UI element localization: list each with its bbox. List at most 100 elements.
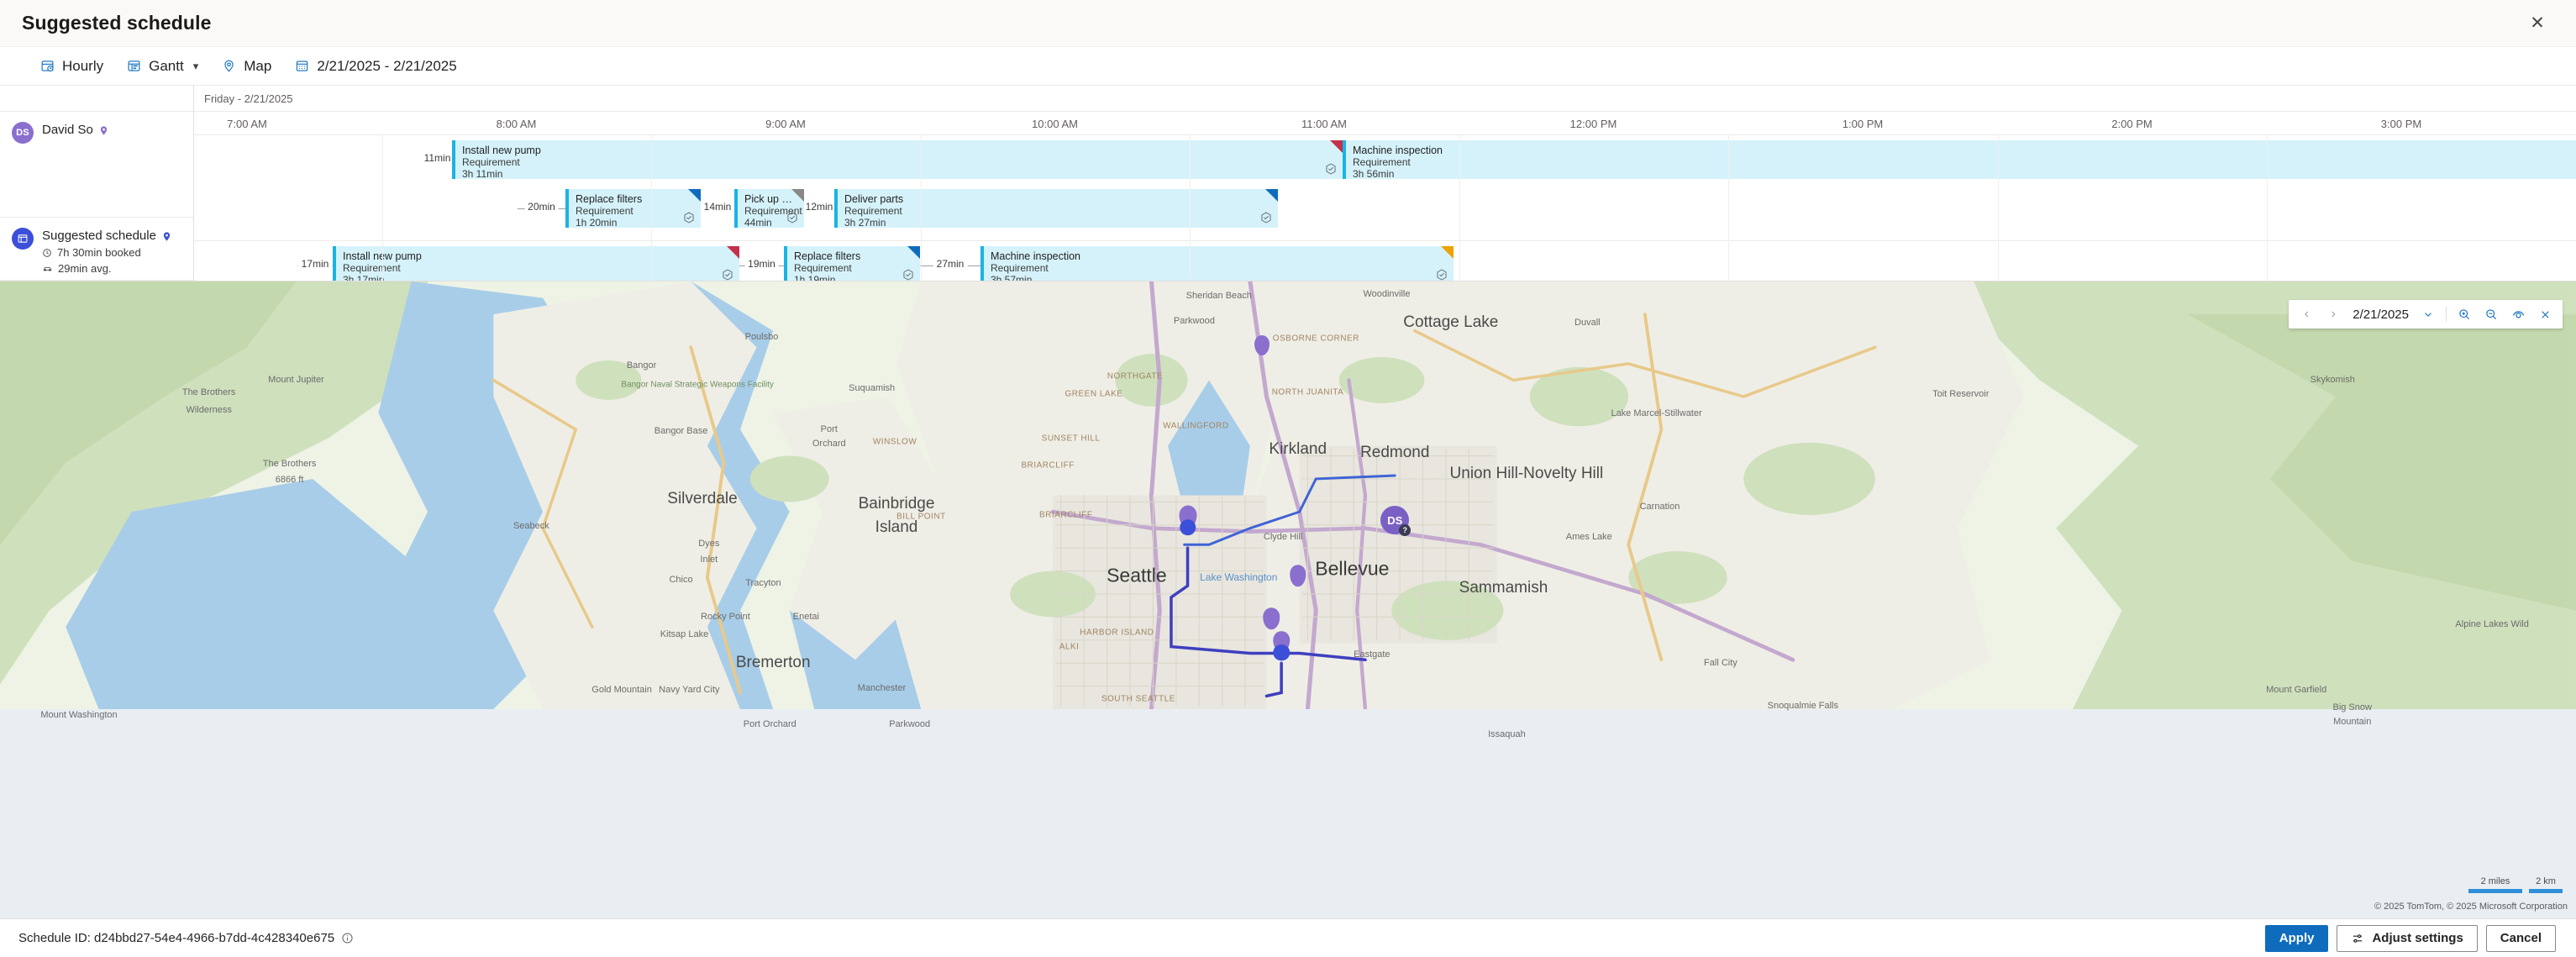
map-date-label[interactable]: 2/21/2025 [2353, 307, 2409, 322]
timeline-grid: 11min26minInstall new pumpRequirement3h … [194, 135, 2576, 281]
command-gantt[interactable]: Gantt ▾ [117, 53, 208, 80]
travel-duration-label: 14min [700, 201, 735, 213]
map-pin-stop[interactable] [1254, 335, 1270, 356]
map-panel[interactable]: Seattle Bellevue Kirkland Redmond Sammamish B… [0, 281, 2576, 918]
timeline-gridline [1997, 135, 1999, 281]
booking-title: Machine inspection [991, 250, 1081, 262]
map-label: Fall City [1704, 658, 1737, 669]
map-label: Rocky Point [701, 612, 750, 623]
map-label: Suquamish [849, 383, 896, 394]
map-label: Bainbridge [858, 495, 935, 513]
map-label: Gold Mountain [591, 685, 652, 696]
timeline-gridline [1459, 135, 1460, 281]
locate-icon[interactable] [2505, 302, 2531, 326]
timeline-day-label: Friday - 2/21/2025 [204, 92, 293, 105]
timeline-hour-label: 12:00 PM [1569, 118, 1617, 130]
resource-travel-text: 29min avg. [58, 262, 112, 275]
resource-row-suggested-schedule[interactable]: Suggested schedule 7h 30min booked [0, 218, 193, 281]
map-label: BRIARCLIFF [1021, 460, 1075, 471]
map-label: Bremerton [735, 654, 811, 672]
map-label: Tracyton [745, 577, 781, 588]
command-date-range[interactable]: 2/21/2025 - 2/21/2025 [285, 53, 466, 80]
info-icon[interactable] [341, 932, 354, 944]
command-hourly-label: Hourly [62, 57, 104, 74]
dialog-titlebar: Suggested schedule ✕ [0, 0, 2576, 47]
timeline-hour-label: 7:00 AM [227, 118, 267, 130]
map-pin-resource[interactable]: DS? [1380, 506, 1412, 537]
chevron-down-icon[interactable] [2416, 302, 2441, 326]
gantt-icon [127, 59, 141, 73]
map-controls: ‹ › 2/21/2025 [2289, 300, 2563, 329]
resource-booked-stat: 7h 30min booked [42, 245, 172, 260]
apply-button[interactable]: Apply [2264, 924, 2329, 952]
map-label: Port Orchard [743, 718, 796, 729]
booking-bar[interactable]: Machine inspection Requirement 3h 56min [1343, 140, 2576, 179]
map-pin-stop[interactable] [1289, 565, 1306, 587]
map-label: Snoqualmie Falls [1767, 701, 1838, 712]
map-label: The Brothers [181, 386, 236, 397]
map-label: Wilderness [186, 404, 232, 415]
travel-duration-label: 17min [297, 258, 333, 270]
resource-row-david-so[interactable]: DS David So [0, 112, 193, 218]
map-label: Inlet [700, 555, 718, 565]
zoom-in-icon[interactable] [2452, 302, 2477, 326]
map-prev-button[interactable]: ‹ [2304, 307, 2309, 321]
zoom-out-icon[interactable] [2479, 302, 2504, 326]
map-next-button[interactable]: › [2331, 307, 2336, 321]
timeline-gridline [381, 135, 383, 281]
command-hourly[interactable]: Hourly [30, 53, 113, 80]
cancel-button[interactable]: Cancel [2485, 924, 2556, 952]
command-gantt-label: Gantt [149, 57, 184, 74]
travel-duration-label: 19min [744, 258, 779, 270]
command-map-label: Map [244, 57, 272, 74]
map-label: Sammamish [1459, 579, 1548, 597]
chevron-down-icon[interactable]: ▾ [192, 59, 199, 72]
map-label: Orchard [812, 439, 846, 450]
map-background [0, 281, 2576, 710]
timeline-lane-2: 20min 14min 12min Replace filters Requiremen… [194, 184, 2576, 241]
booking-bar[interactable]: Replace filters Requirement 1h 19min [784, 246, 920, 281]
booking-title: Pick up goods [744, 193, 797, 205]
command-map[interactable]: Map [212, 53, 281, 80]
booking-flag-gold [1441, 246, 1454, 259]
map-pin-stop[interactable] [1179, 519, 1196, 536]
map-label: Toit Reservoir [1932, 388, 1990, 399]
calendar-clock-icon [40, 59, 55, 73]
booking-bar[interactable]: Install new pump Requirement 3h 17min [333, 246, 739, 281]
timeline-gridline [2267, 135, 2268, 281]
booking-bar[interactable]: Deliver parts Requirement 3h 27min [834, 189, 1278, 228]
booking-status-icon [684, 212, 694, 223]
booking-title: Install new pump [462, 145, 541, 156]
map-label: SUNSET HILL [1041, 434, 1101, 444]
booking-bar[interactable]: Pick up goodsRequirement44min [734, 189, 804, 228]
map-label: Carnation [1639, 501, 1680, 512]
close-icon[interactable]: ✕ [2530, 13, 2545, 33]
map-overlay: Seattle Bellevue Kirkland Redmond Sammamish B… [0, 281, 2576, 918]
resource-name-row: David So [42, 123, 109, 138]
scale-km: 2 km [2529, 876, 2563, 893]
map-label: Union Hill-Novelty Hill [1449, 465, 1604, 483]
map-label: Mount Jupiter [268, 374, 324, 385]
booking-bar[interactable]: Install new pump Requirement 3h 11min [452, 140, 1343, 179]
map-label: Clyde Hill [1263, 531, 1303, 542]
booking-flag-red [1330, 140, 1343, 153]
map-label: WALLINGFORD [1163, 421, 1229, 431]
booking-flag-blue [1265, 189, 1278, 202]
map-close-icon[interactable] [2532, 302, 2558, 326]
timeline-hour-label: 1:00 PM [1842, 118, 1884, 130]
avatar: DS [12, 122, 34, 144]
booking-bar[interactable]: Replace filters Requirement 1h 20min [565, 189, 701, 228]
map-pin-stop[interactable] [1273, 644, 1290, 661]
map-label: Redmond [1360, 443, 1430, 461]
booking-bar[interactable]: Machine inspection Requirement 3h 57min [980, 246, 1454, 281]
adjust-settings-button[interactable]: Adjust settings [2337, 924, 2478, 952]
map-pin-stop[interactable] [1263, 607, 1280, 629]
avatar [12, 228, 34, 250]
map-label: Kitsap Lake [660, 629, 709, 640]
map-label: Alpine Lakes Wild [2455, 618, 2529, 629]
timeline-hour-label: 11:00 AM [1301, 118, 1347, 130]
map-label: Mountain [2333, 717, 2372, 728]
map-label: Ames Lake [1565, 531, 1612, 542]
map-label: Cottage Lake [1403, 313, 1499, 331]
